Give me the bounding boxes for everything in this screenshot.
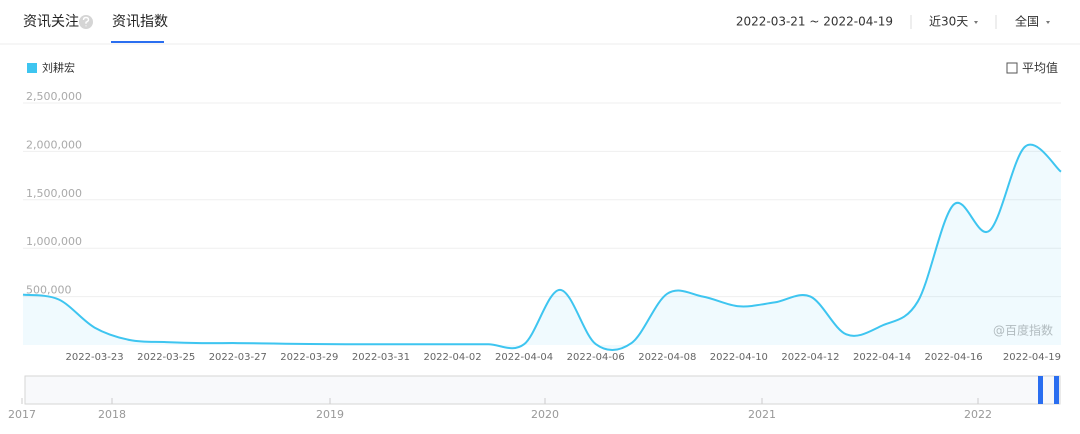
average-label[interactable]: 平均值 [1022,60,1058,75]
x-tick-label: 2022-04-19 [1003,352,1061,363]
x-tick-label: 2022-04-04 [495,352,553,363]
x-tick-label: 2022-04-14 [853,352,911,363]
help-glyph [82,16,90,27]
y-tick-label: 1,500,000 [26,187,82,200]
legend-label: 刘耕宏 [42,61,75,75]
x-tick-label: 2022-04-10 [710,352,768,363]
year-label: 2018 [98,408,126,421]
tab-underline [111,41,164,43]
navigator-handle[interactable] [1054,376,1059,404]
tab[interactable]: 资讯关注 [23,14,79,30]
x-tick-label: 2022-04-06 [567,352,625,363]
line [22,143,1062,352]
navigator-handle[interactable] [1038,376,1043,404]
y-tick-label: 2,000,000 [26,138,82,151]
x-tick-label: 2022-03-27 [209,352,267,363]
year-label: 2021 [748,408,776,421]
dropdown-arrow [1046,21,1050,24]
watermark: @百度指数 [993,323,1053,338]
navigator[interactable] [24,375,1061,405]
y-tick-label: 500,000 [26,284,72,297]
legend-swatch [27,63,37,73]
y-tick-label: 1,000,000 [26,235,82,248]
x-tick-label: 2022-04-08 [638,352,696,363]
region-select[interactable]: 全国 [1015,14,1039,29]
x-tick-label: 2022-04-12 [781,352,839,363]
x-tick-label: 2022-04-02 [423,352,481,363]
y-tick-label: 2,500,000 [26,90,82,103]
year-label: 2017 [8,408,36,421]
tab[interactable]: 资讯指数 [112,14,168,30]
period-select[interactable]: 近30天 [929,15,968,29]
x-tick-label: 2022-03-23 [66,352,124,363]
date-range[interactable]: 2022-03-21 ~ 2022-04-19 [736,15,893,29]
year-label: 2019 [316,408,344,421]
year-label: 2022 [964,408,992,421]
x-tick-label: 2022-03-29 [280,352,338,363]
x-tick-label: 2022-04-16 [925,352,983,363]
area [23,144,1061,351]
x-tick-label: 2022-03-25 [137,352,195,363]
dropdown-arrow [974,21,978,24]
x-tick-label: 2022-03-31 [352,352,410,363]
year-label: 2020 [531,408,559,421]
checkbox[interactable] [1006,62,1018,74]
